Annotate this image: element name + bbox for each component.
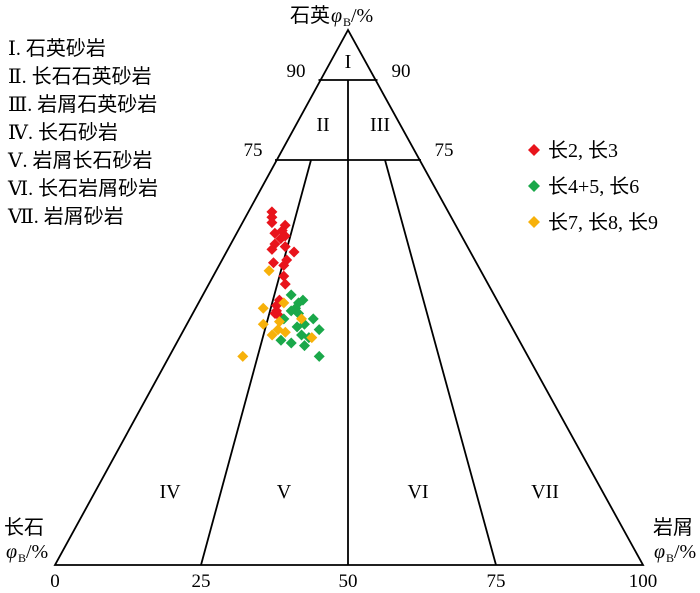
data-point-series-2 bbox=[298, 340, 310, 352]
data-point-series-2 bbox=[285, 289, 297, 301]
data-point-series-3 bbox=[273, 316, 285, 328]
class-legend-item: Ⅳ. 长石砂岩 bbox=[8, 121, 118, 144]
field-label-I: I bbox=[345, 51, 352, 73]
quartz-symbol: φ bbox=[331, 5, 342, 27]
apex-label-lithic: 岩屑 φ B /% bbox=[653, 516, 696, 565]
data-point-series-1 bbox=[278, 259, 290, 271]
base-tick-100: 100 bbox=[629, 571, 658, 592]
tick-90-right: 90 bbox=[392, 61, 411, 82]
apex-label-feldspar: 长石 φ B /% bbox=[4, 516, 48, 565]
legend-marker-series-3 bbox=[528, 216, 540, 228]
data-point-series-3 bbox=[278, 297, 290, 309]
data-point-series-3 bbox=[257, 302, 269, 314]
class-legend-item: Ⅰ. 石英砂岩 bbox=[8, 37, 106, 60]
data-point-series-3 bbox=[296, 313, 307, 325]
data-point-series-1 bbox=[279, 278, 291, 290]
legend-marker-series-1 bbox=[528, 144, 540, 156]
base-tick-0: 0 bbox=[50, 571, 60, 592]
data-point-series-3 bbox=[257, 318, 269, 330]
field-label-VI: VI bbox=[407, 481, 428, 503]
data-point-series-3 bbox=[263, 265, 275, 277]
base-tick-75: 75 bbox=[487, 571, 506, 592]
data-point-series-1 bbox=[288, 246, 300, 258]
tick-75-right: 75 bbox=[435, 140, 454, 161]
legend-label-series-2: 长4+5, 长6 bbox=[548, 175, 639, 198]
field-label-IV: IV bbox=[159, 481, 181, 503]
classification-legend: Ⅰ. 石英砂岩 Ⅱ. 长石石英砂岩 Ⅲ. 岩屑石英砂岩 Ⅳ. 长石砂岩 Ⅴ. 岩… bbox=[7, 37, 158, 228]
feldspar-unit: /% bbox=[26, 541, 48, 563]
divider-25 bbox=[200, 159, 312, 566]
class-legend-item: Ⅲ. 岩屑石英砂岩 bbox=[8, 93, 157, 116]
class-legend-item: Ⅱ. 长石石英砂岩 bbox=[8, 65, 152, 88]
lithic-subscript: B bbox=[666, 551, 674, 565]
data-point-series-1 bbox=[269, 227, 281, 239]
legend-label-series-1: 长2, 长3 bbox=[548, 139, 618, 162]
data-point-series-3 bbox=[279, 326, 291, 338]
data-point-series-3 bbox=[266, 329, 278, 341]
feldspar-subscript: B bbox=[18, 551, 26, 565]
quartz-name: 石英 bbox=[290, 4, 330, 27]
data-point-series-3 bbox=[237, 350, 249, 362]
series-legend: 长2, 长3 长4+5, 长6 长7, 长8, 长9 bbox=[528, 139, 658, 234]
quartz-subscript: B bbox=[343, 15, 351, 29]
data-point-series-1 bbox=[266, 243, 278, 255]
data-point-series-1 bbox=[275, 233, 287, 245]
apex-label-quartz: 石英 φ B /% bbox=[290, 4, 373, 29]
data-point-series-2 bbox=[313, 324, 325, 336]
data-point-series-1 bbox=[278, 270, 290, 282]
lithic-name: 岩屑 bbox=[653, 516, 693, 539]
data-point-series-2 bbox=[275, 334, 287, 346]
class-legend-item: Ⅶ. 岩屑砂岩 bbox=[7, 205, 124, 228]
lithic-symbol: φ bbox=[654, 541, 665, 563]
tick-75-left: 75 bbox=[244, 140, 263, 161]
data-points bbox=[237, 206, 325, 362]
field-label-III: III bbox=[370, 114, 390, 136]
feldspar-name: 长石 bbox=[4, 516, 44, 539]
base-tick-25: 25 bbox=[192, 571, 211, 592]
data-point-series-2 bbox=[313, 350, 325, 362]
data-point-series-2 bbox=[307, 313, 319, 325]
class-legend-item: Ⅴ. 岩屑长石砂岩 bbox=[7, 149, 152, 172]
divider-75 bbox=[384, 159, 497, 566]
field-label-VII: VII bbox=[531, 481, 559, 503]
base-tick-50: 50 bbox=[339, 571, 358, 592]
field-label-V: V bbox=[277, 481, 292, 503]
data-point-series-1 bbox=[266, 217, 278, 229]
data-point-series-2 bbox=[285, 337, 297, 349]
legend-label-series-3: 长7, 长8, 长9 bbox=[548, 211, 658, 234]
data-point-series-2 bbox=[291, 321, 303, 333]
quartz-unit: /% bbox=[351, 5, 373, 27]
field-label-II: II bbox=[316, 114, 329, 136]
legend-marker-series-2 bbox=[528, 180, 540, 192]
data-point-series-3 bbox=[306, 332, 318, 344]
tick-90-left: 90 bbox=[287, 61, 306, 82]
feldspar-symbol: φ bbox=[6, 541, 17, 563]
data-point-series-1 bbox=[267, 257, 279, 269]
ternary-outline bbox=[53, 28, 645, 566]
lithic-unit: /% bbox=[674, 541, 696, 563]
data-point-series-1 bbox=[279, 241, 291, 253]
class-legend-item: Ⅵ. 长石岩屑砂岩 bbox=[7, 177, 158, 200]
